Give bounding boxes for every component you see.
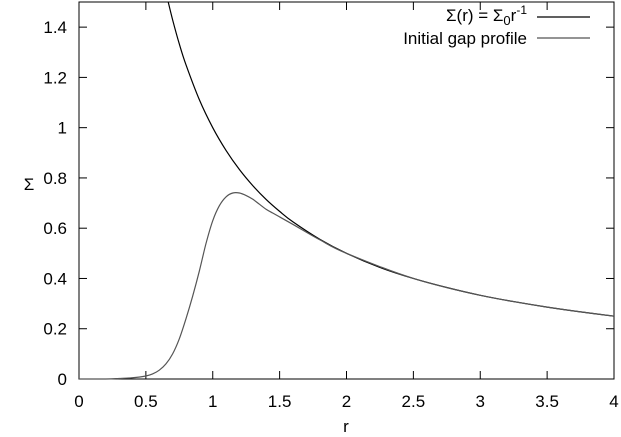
y-tick-label: 1.2 — [43, 68, 67, 87]
legend-label-gap-profile: Initial gap profile — [403, 29, 527, 48]
plot-frame — [78, 1, 615, 380]
ticks — [78, 2, 615, 380]
y-tick-label: 0 — [58, 370, 67, 389]
y-tick-label: 0.2 — [43, 320, 67, 339]
x-tick-label: 4 — [609, 392, 618, 411]
x-tick-label: 1.5 — [268, 392, 292, 411]
y-tick-label: 0.4 — [43, 269, 67, 288]
x-tick-label: 0.5 — [134, 392, 158, 411]
x-tick-label: 3.5 — [535, 392, 559, 411]
y-axis-label: Σ — [24, 175, 35, 194]
tick-labels: 0 0.5 1 1.5 2 2.5 3 3.5 4 0 0.2 0.4 0.6 0.8 1 1.2 1.4 — [43, 18, 618, 411]
x-axis-label: r — [343, 417, 349, 436]
y-tick-label: 0.8 — [43, 169, 67, 188]
legend-label-power-law: Σ(r) = Σ0r-1 — [446, 3, 527, 28]
x-tick-label: 1 — [208, 392, 217, 411]
series-lines — [78, 1, 615, 380]
x-tick-label: 0 — [74, 392, 83, 411]
y-tick-label: 0.6 — [43, 219, 67, 238]
series-line-power-law — [167, 1, 615, 317]
x-tick-label: 3 — [476, 392, 485, 411]
y-tick-label: 1.4 — [43, 18, 67, 37]
series-line-gap-profile — [78, 192, 615, 380]
legend: Σ(r) = Σ0r-1 Initial gap profile — [403, 3, 590, 48]
x-tick-label: 2.5 — [402, 392, 426, 411]
x-tick-label: 2 — [342, 392, 351, 411]
y-tick-label: 1 — [58, 119, 67, 138]
